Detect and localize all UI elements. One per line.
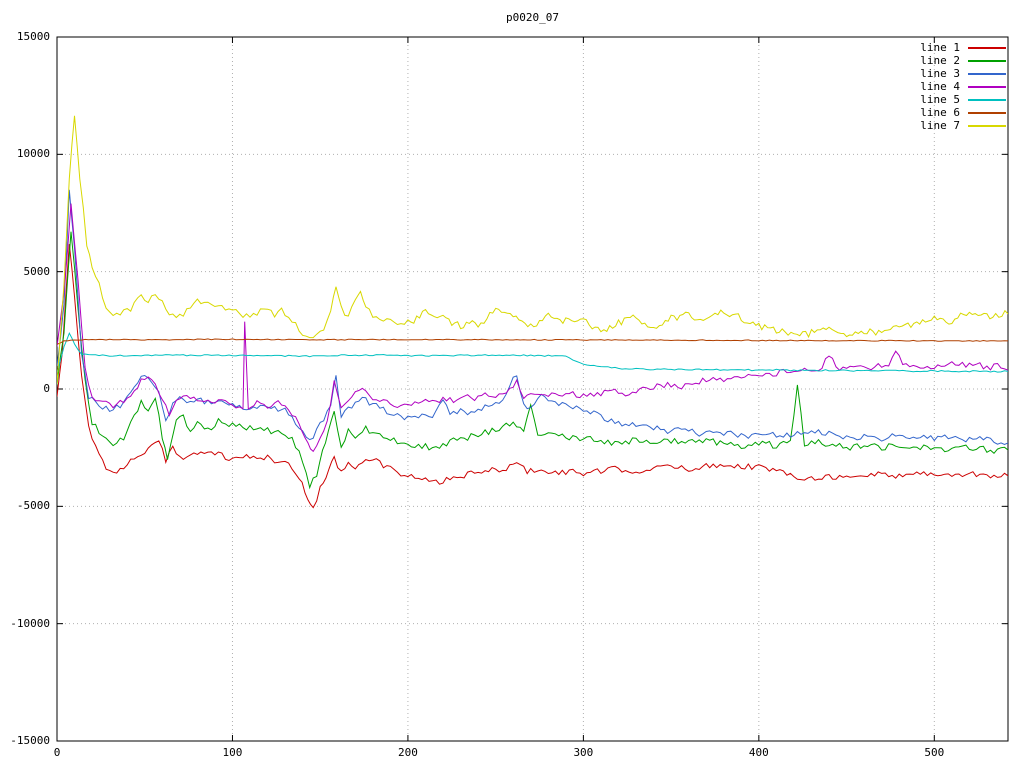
x-tick-label: 300 <box>573 746 594 759</box>
legend-line-sample <box>968 85 1006 88</box>
series-line-7 <box>57 115 1008 384</box>
series-line-2 <box>57 231 1008 490</box>
legend-label: line 1 <box>920 41 960 54</box>
y-tick-label: 15000 <box>16 30 50 43</box>
y-tick-label: -5000 <box>16 499 50 513</box>
y-tick-label: 0 <box>43 382 50 395</box>
legend-label: line 2 <box>920 54 960 67</box>
x-tick-label: 200 <box>397 746 418 759</box>
x-tick-label: 0 <box>53 746 61 759</box>
legend-line-sample <box>968 59 1006 62</box>
x-tick-label: 400 <box>748 746 769 759</box>
series-line-5 <box>57 331 1008 373</box>
legend-label: line 4 <box>920 80 960 93</box>
legend-label: line 3 <box>920 67 960 80</box>
legend: line 1 line 2 line 3 line 4 line 5 line 6 line… <box>920 42 1006 131</box>
legend-line-sample <box>968 72 1006 75</box>
series-line-3 <box>57 189 1008 446</box>
legend-line-sample <box>968 98 1006 101</box>
legend-item: line 2 <box>920 55 1006 66</box>
x-tick-label: 100 <box>222 746 243 759</box>
legend-line-sample <box>968 46 1006 49</box>
legend-item: line 7 <box>920 120 1006 131</box>
series-line-6 <box>57 338 1008 345</box>
y-tick-label: 5000 <box>23 264 51 278</box>
x-tick-label: 500 <box>924 746 945 759</box>
legend-line-sample <box>968 124 1006 127</box>
legend-item: line 5 <box>920 94 1006 105</box>
series-line-1 <box>57 244 1008 509</box>
legend-item: line 6 <box>920 107 1006 118</box>
y-tick-label: -10000 <box>10 616 50 630</box>
legend-item: line 3 <box>920 68 1006 79</box>
y-tick-label: -15000 <box>10 734 50 747</box>
y-tick-label: 10000 <box>16 147 50 161</box>
chart-title: p0020_07 <box>506 11 559 24</box>
series-line-4 <box>57 203 1008 453</box>
legend-label: line 5 <box>920 93 960 106</box>
legend-label: line 7 <box>920 119 960 132</box>
legend-item: line 4 <box>920 81 1006 92</box>
legend-line-sample <box>968 111 1006 114</box>
legend-item: line 1 <box>920 42 1006 53</box>
legend-label: line 6 <box>920 106 960 119</box>
